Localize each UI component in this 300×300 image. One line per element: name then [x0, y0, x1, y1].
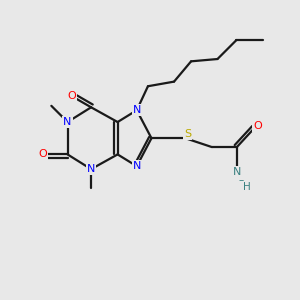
Text: O: O: [68, 91, 76, 100]
Text: N: N: [63, 117, 72, 127]
Text: O: O: [38, 149, 47, 159]
Text: N: N: [233, 167, 241, 177]
Text: N: N: [133, 105, 141, 115]
Text: O: O: [253, 122, 262, 131]
Text: –: –: [238, 175, 243, 185]
Text: S: S: [184, 129, 191, 139]
Text: H: H: [243, 182, 251, 192]
Text: N: N: [133, 161, 141, 171]
Text: N: N: [87, 164, 95, 174]
